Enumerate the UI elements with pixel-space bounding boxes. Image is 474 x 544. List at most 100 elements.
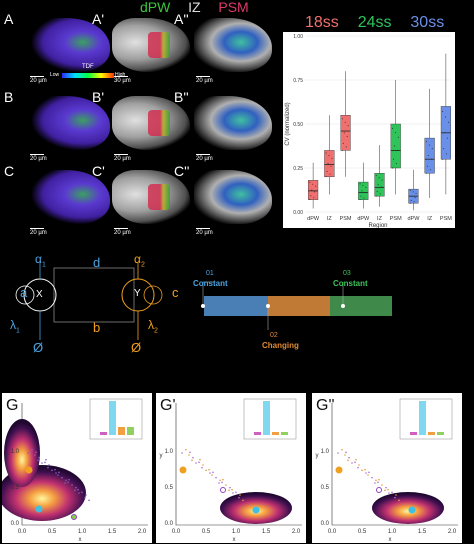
alpha2-label: α2 — [134, 252, 145, 269]
trajectory-point — [381, 484, 383, 486]
data-point — [343, 132, 345, 134]
trajectory-point — [341, 448, 343, 451]
legend-psm: PSM — [218, 0, 249, 15]
trajectory-point — [384, 489, 386, 492]
trajectory-point — [192, 456, 194, 459]
trajectory-point — [65, 479, 67, 482]
data-point — [341, 118, 343, 120]
trajectory-point — [374, 482, 376, 484]
trajectory-point — [38, 456, 40, 459]
data-point — [397, 136, 399, 138]
box-18ss-iz — [324, 150, 335, 178]
trajectory-point — [208, 468, 210, 471]
trajectory-point — [51, 469, 53, 472]
x-axis-label: Region — [368, 223, 387, 228]
trajectory-point — [391, 491, 393, 494]
microscopy-panel-a — [32, 18, 110, 72]
trajectory-point — [67, 481, 69, 484]
data-point — [394, 132, 396, 134]
trajectory-point — [364, 468, 366, 471]
y-tick-label: 0.75 — [293, 78, 303, 84]
trajectory-point — [199, 458, 201, 461]
trajectory-point — [85, 494, 87, 496]
trajectory-point — [68, 478, 70, 481]
data-point — [363, 197, 365, 199]
x-tick-label: 0.0 — [328, 529, 337, 535]
y-node: Y — [134, 288, 141, 299]
data-point — [412, 191, 414, 193]
y-tick-label: 0.0 — [165, 521, 174, 527]
y-tick-label: 0.00 — [293, 210, 303, 216]
trajectory-point — [74, 489, 76, 492]
box-24ss-dpw — [358, 181, 369, 200]
trajectory-point — [198, 461, 200, 464]
landscape-label: G'' — [316, 397, 335, 414]
timeline-segment-constant-2 — [330, 296, 392, 316]
attractor-marker — [35, 505, 43, 513]
data-point — [379, 193, 381, 195]
trajectory-point — [189, 451, 191, 454]
inset-bar — [254, 432, 261, 435]
data-point — [315, 185, 317, 187]
scale-bar-label: 30 µm — [114, 78, 131, 84]
data-point — [391, 167, 393, 169]
x-tick-label: 0.5 — [358, 529, 367, 535]
microscopy-panel-b2 — [194, 96, 272, 150]
state-marker — [71, 514, 77, 520]
trajectory-point — [212, 471, 214, 474]
trajectory-point — [57, 474, 59, 476]
region-overlay — [148, 110, 170, 136]
scale-bar-label: 20 µm — [114, 156, 131, 162]
x-tick-label: 2.0 — [138, 529, 147, 535]
data-point — [427, 155, 429, 157]
inset-bar — [410, 432, 417, 435]
d-label: d — [93, 255, 101, 270]
y-tick-label: 0.0 — [321, 521, 330, 527]
trajectory-point — [41, 462, 43, 464]
state-marker — [376, 487, 382, 493]
trajectory-point — [385, 486, 387, 489]
trajectory-point — [31, 448, 33, 451]
trajectory-point — [361, 469, 363, 472]
trajectory-point — [357, 466, 359, 469]
trajectory-point — [238, 496, 240, 499]
x-tick-label: PSM — [440, 216, 452, 222]
inset-bar — [281, 432, 288, 435]
alpha1-label: α1 — [35, 252, 46, 269]
data-point — [414, 197, 416, 199]
legend-dpw: dPW — [140, 0, 171, 15]
trajectory-point — [188, 454, 190, 456]
attractor-marker — [335, 466, 343, 474]
trajectory-point — [394, 496, 396, 499]
data-point — [326, 171, 328, 173]
data-point — [430, 158, 432, 160]
data-point — [444, 132, 446, 134]
stage-02-label: Changing — [262, 341, 299, 350]
data-point — [428, 144, 430, 146]
trajectory-point — [37, 459, 39, 462]
trajectory-point — [45, 458, 47, 461]
region-overlay — [148, 32, 170, 58]
landscape-panel-2: 0.0 0.5 1.0 1.5 2.0 0.0 0.5 1.0 x y — [156, 393, 306, 543]
scale-bar — [114, 228, 128, 229]
data-point — [325, 176, 327, 178]
trajectory-point — [355, 458, 357, 461]
y-tick-label: 0.50 — [293, 122, 303, 128]
stage-03-number: 03 — [343, 270, 351, 277]
trajectory-point — [202, 464, 204, 466]
landscape-plot: 0.0 0.5 1.0 1.5 2.0 0.0 0.5 1.0 x y — [2, 398, 148, 543]
x-tick-label: dPW — [307, 216, 320, 222]
inset-bar — [419, 401, 426, 435]
data-point — [431, 148, 433, 150]
trajectory-point — [354, 461, 356, 464]
scale-bar-label: 20 µm — [30, 78, 47, 84]
trajectory-point — [347, 459, 349, 462]
trajectory-point — [44, 461, 46, 464]
data-point — [361, 190, 363, 192]
trajectory-point — [388, 492, 390, 494]
panel-label: B' — [92, 89, 105, 105]
x-tick-label: 2.0 — [448, 529, 457, 535]
box-18ss-psm — [340, 114, 351, 151]
microscopy-panel-c2 — [194, 170, 272, 224]
data-point — [392, 158, 394, 160]
